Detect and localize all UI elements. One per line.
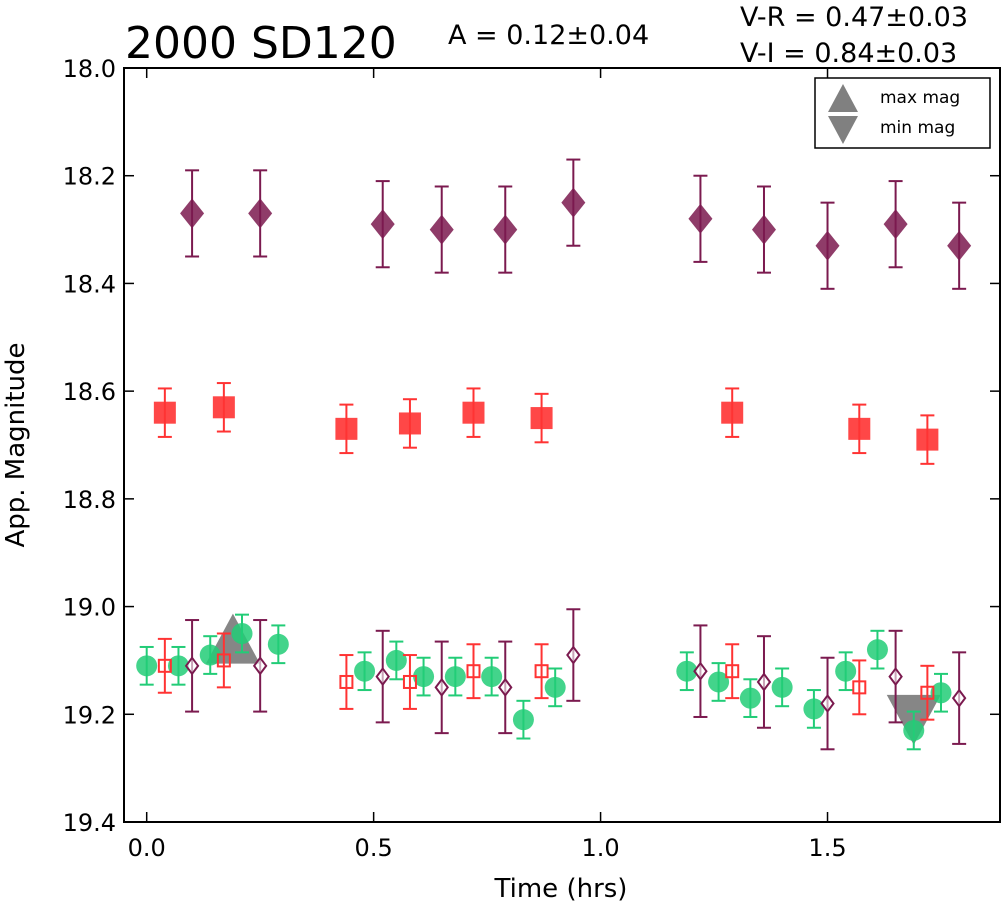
data-point (398, 412, 421, 435)
data-point (512, 709, 534, 731)
data-point (184, 656, 200, 676)
data-point (375, 666, 390, 687)
data-point (566, 645, 581, 665)
data-point (803, 698, 825, 720)
data-point (167, 655, 189, 677)
data-point (157, 658, 172, 673)
data-point (561, 187, 586, 218)
data-point (530, 407, 553, 430)
data-point (216, 653, 231, 668)
data-point (493, 214, 518, 245)
data-point (676, 660, 698, 682)
data-point (708, 671, 730, 693)
data-point (466, 664, 481, 679)
data-point (930, 682, 952, 704)
y-tick-label: 18.8 (63, 486, 116, 514)
data-point (180, 198, 205, 229)
plot-frame (123, 67, 1001, 823)
y-tick-label: 18.6 (63, 378, 116, 406)
x-tick-label: 1.5 (808, 834, 846, 862)
data-point (739, 687, 761, 709)
data-point (951, 688, 967, 708)
data-point (267, 633, 289, 655)
data-point (771, 676, 793, 698)
data-point (815, 230, 840, 261)
data-point (136, 655, 158, 677)
i-band-series (184, 608, 967, 751)
data-point (848, 417, 871, 440)
data-point (688, 203, 713, 234)
amplitude-annotation: A = 0.12±0.04 (448, 20, 649, 51)
data-point (751, 214, 776, 245)
data-point (231, 623, 253, 644)
y-tick-label: 19.4 (63, 809, 116, 837)
data-point (903, 719, 925, 741)
y-tick-label: 18.4 (63, 270, 116, 298)
r-band-offset-series (153, 382, 939, 465)
data-point (402, 674, 417, 689)
axes: 0.0 0.5 1.0 1.5 18.0 18.2 18.4 18.6 18.8 19.0 19.2… (63, 55, 1000, 862)
data-point (385, 649, 407, 671)
i-band-offset-series (180, 158, 972, 290)
data-point (852, 680, 867, 695)
v-r-annotation: V-R = 0.47±0.03 (740, 2, 968, 33)
y-tick-label: 19.2 (63, 701, 116, 729)
r-band-series (157, 632, 935, 721)
legend-min-mag-marker (828, 116, 858, 144)
data-point (866, 639, 888, 661)
data-point (252, 656, 268, 676)
data-point (434, 677, 449, 698)
data-point (544, 676, 566, 698)
chart-title: 2000 SD120 (125, 18, 397, 69)
data-point (199, 644, 221, 666)
y-axis-label: App. Magnitude (1, 342, 31, 547)
data-point (725, 664, 740, 679)
x-axis-label: Time (hrs) (494, 874, 628, 904)
data-point (534, 664, 549, 679)
data-point (354, 660, 376, 682)
legend: max mag min mag (814, 77, 991, 149)
data-point (693, 661, 708, 681)
data-point (153, 401, 176, 424)
v-i-annotation: V-I = 0.84±0.03 (740, 38, 957, 69)
x-tick-label: 0.5 (355, 834, 393, 862)
data-point (444, 666, 466, 688)
data-point (462, 401, 485, 424)
data-point (835, 660, 857, 682)
plot-area (136, 158, 972, 751)
data-point (721, 401, 744, 424)
data-point (335, 417, 358, 440)
legend-max-mag-label: max mag (880, 88, 960, 108)
y-tick-label: 19.0 (63, 594, 116, 622)
data-point (481, 666, 503, 688)
data-point (212, 396, 235, 419)
data-point (947, 230, 972, 261)
x-tick-label: 1.0 (581, 834, 619, 862)
data-point (916, 428, 939, 451)
x-tick-label: 0.0 (128, 834, 166, 862)
legend-min-mag-label: min mag (880, 118, 955, 138)
y-tick-label: 18.2 (63, 163, 116, 191)
v-band-series (136, 613, 952, 751)
y-tick-label: 18.0 (63, 55, 116, 83)
data-point (248, 198, 273, 229)
data-point (498, 677, 513, 698)
data-point (370, 209, 395, 240)
legend-max-mag-marker (828, 84, 858, 112)
data-point (888, 666, 903, 687)
data-point (429, 214, 454, 245)
data-point (756, 672, 772, 692)
data-point (883, 209, 908, 240)
data-point (413, 666, 435, 688)
data-point (339, 674, 354, 689)
data-point (920, 685, 935, 700)
data-point (820, 693, 835, 714)
